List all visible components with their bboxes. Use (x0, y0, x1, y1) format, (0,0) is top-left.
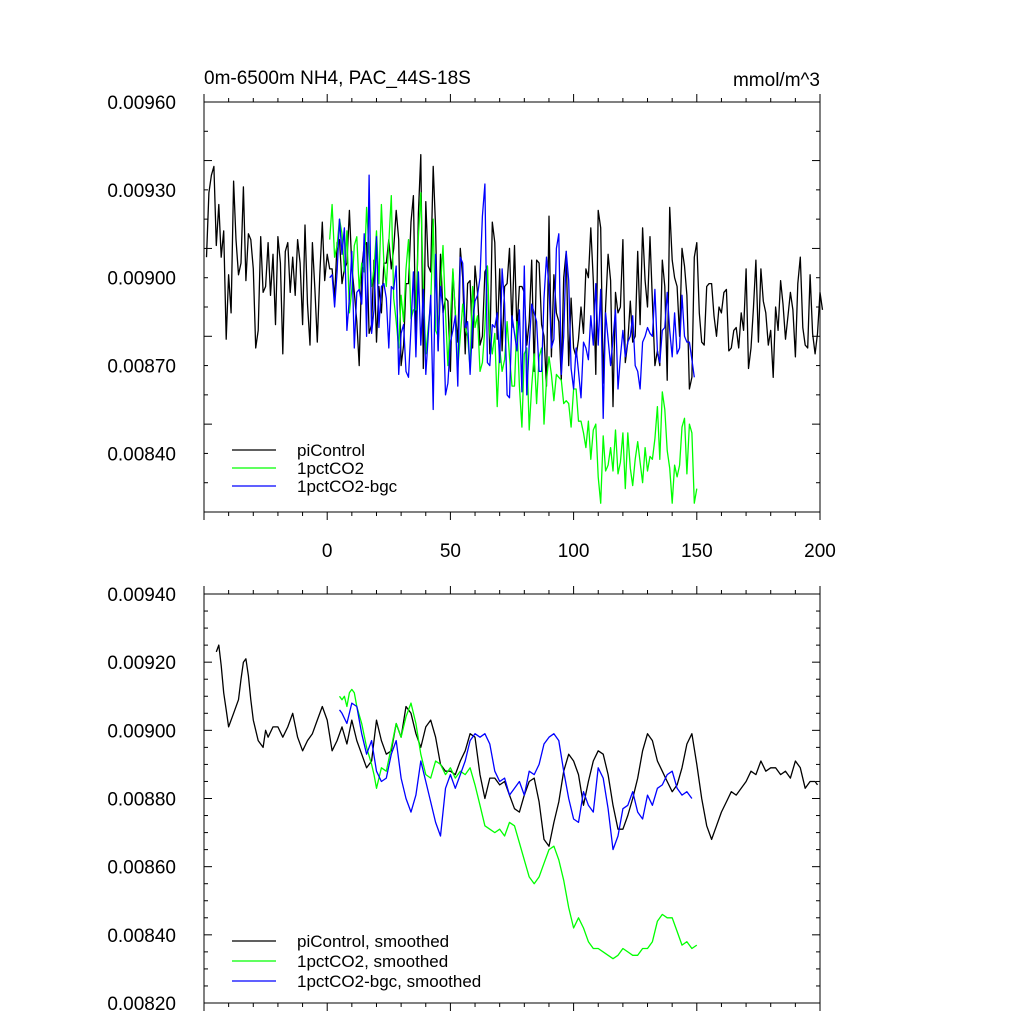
y-tick-label: 0.00880 (107, 790, 176, 811)
series-line-1 (329, 192, 698, 504)
y-tick-label: 0.00940 (107, 585, 176, 606)
chart-title: 0m-6500m NH4, PAC_44S-18S (204, 68, 471, 89)
series-line-2 (338, 702, 693, 851)
legend-label: piControl (297, 441, 365, 460)
units-label: mmol/m^3 (733, 70, 820, 91)
legend-label: 1pctCO2, smoothed (297, 952, 448, 971)
y-tick-label: 0.00860 (107, 858, 176, 879)
top-panel: 0 50 100 150 200 0.00960 0.00930 0.00900 0.00870… (107, 93, 836, 562)
series-line-0 (215, 644, 819, 847)
x-tick-label: 150 (681, 541, 713, 562)
x-tick-label: 50 (440, 541, 461, 562)
legend-label: 1pctCO2 (297, 459, 364, 478)
series-line-2 (329, 174, 695, 419)
y-tick-label: 0.00840 (107, 444, 176, 465)
x-tick-label: 100 (558, 541, 590, 562)
y-tick-label: 0.00870 (107, 357, 176, 378)
legend-label: piControl, smoothed (297, 932, 449, 951)
legend-label: 1pctCO2-bgc, smoothed (297, 972, 481, 991)
y-tick-label: 0.00930 (107, 181, 176, 202)
series-line-0 (205, 154, 824, 408)
y-tick-label: 0.00820 (107, 994, 176, 1015)
x-tick-label: 200 (804, 541, 836, 562)
y-tick-label: 0.00840 (107, 926, 176, 947)
y-tick-label: 0.00900 (107, 269, 176, 290)
y-tick-label: 0.00960 (107, 93, 176, 114)
y-tick-label: 0.00900 (107, 721, 176, 742)
bottom-panel: 0.00940 0.00920 0.00900 0.00880 0.00860 0.008… (107, 585, 821, 1015)
legend-label: 1pctCO2-bgc (297, 477, 398, 496)
y-tick-label: 0.00920 (107, 653, 176, 674)
x-tick-label: 0 (322, 541, 333, 562)
series-line-1 (338, 688, 698, 960)
